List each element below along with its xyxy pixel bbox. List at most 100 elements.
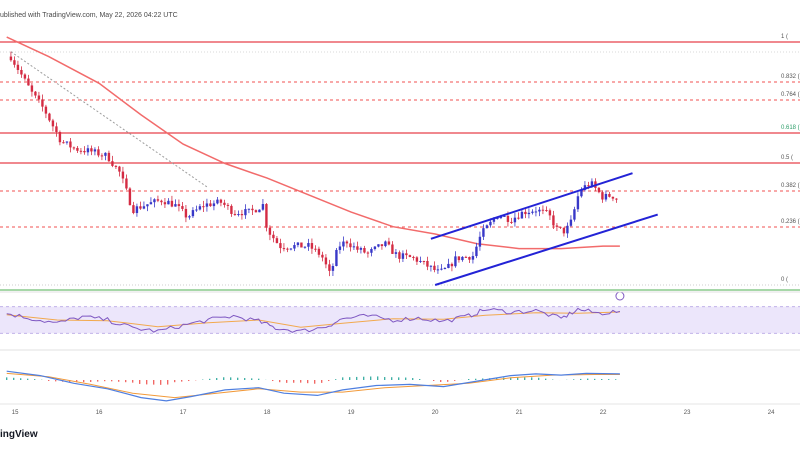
candle-body	[496, 218, 499, 220]
candle-body	[160, 200, 163, 203]
candle-body	[377, 244, 380, 247]
candle-body	[258, 209, 261, 213]
candle-body	[366, 252, 370, 254]
candle-body	[216, 199, 219, 204]
candle-body	[55, 126, 58, 132]
candle-body	[338, 246, 342, 250]
candle-body	[237, 214, 240, 216]
candle-body	[408, 255, 412, 257]
candle-body	[415, 257, 419, 262]
candle-body	[76, 147, 79, 151]
candle-body	[90, 148, 93, 152]
candle-body	[104, 152, 107, 156]
candle-body	[426, 260, 429, 267]
candle-body	[531, 211, 534, 213]
moving-average-line	[6, 36, 620, 250]
candle-body	[597, 187, 601, 193]
candle-body	[121, 171, 125, 179]
macd-histogram	[6, 376, 617, 385]
candle-body	[590, 181, 594, 187]
candle-body	[349, 243, 352, 248]
candle-body	[447, 263, 450, 269]
candle-body	[41, 99, 44, 107]
candle-body	[30, 85, 34, 92]
candle-body	[559, 226, 562, 228]
candle-body	[317, 248, 321, 255]
candle-body	[324, 257, 328, 265]
candle-body	[394, 252, 398, 254]
candle-body	[384, 241, 387, 247]
candle-body	[485, 225, 489, 229]
candle-body	[254, 210, 258, 213]
candle-body	[391, 244, 394, 254]
candle-body	[520, 211, 524, 219]
candle-body	[226, 204, 230, 206]
candle-body	[268, 227, 272, 235]
candle-body	[310, 243, 314, 249]
candle-body	[506, 215, 510, 222]
candle-body	[198, 206, 202, 210]
candle-body	[34, 91, 37, 96]
candle-body	[573, 209, 576, 220]
candle-body	[247, 208, 251, 210]
candle-body	[142, 206, 146, 209]
candle-body	[107, 152, 111, 162]
candle-body	[100, 155, 104, 157]
fib-label-1: 0.832 (	[781, 74, 800, 80]
candle-body	[275, 238, 279, 244]
candle-body	[443, 268, 447, 270]
candle-body	[62, 142, 65, 144]
channel-upper-line	[430, 172, 633, 240]
candle-body	[79, 150, 83, 152]
candle-body	[492, 219, 496, 222]
candle-body	[398, 252, 401, 259]
candle-body	[261, 204, 265, 210]
candle-body	[608, 193, 611, 197]
candle-body	[342, 241, 345, 247]
candle-body	[114, 165, 118, 167]
candle-body	[422, 260, 426, 262]
candle-body	[272, 234, 275, 239]
candle-body	[461, 256, 464, 261]
candle-body	[83, 150, 86, 153]
candle-body	[541, 209, 545, 211]
candle-body	[282, 248, 286, 250]
candle-body	[457, 256, 461, 261]
candle-body	[562, 227, 566, 234]
candle-body	[118, 166, 121, 172]
candle-body	[611, 196, 615, 199]
fib-label-0: 1 (	[781, 34, 788, 40]
candle-body	[86, 148, 90, 153]
macd-signal-line	[6, 372, 620, 399]
candle-body	[429, 265, 433, 267]
x-tick-19: 19	[348, 410, 355, 416]
candle-body	[489, 221, 492, 226]
candle-body	[139, 206, 142, 209]
candle-body	[524, 211, 527, 215]
candle-body	[468, 256, 471, 260]
candle-body	[450, 263, 454, 267]
candle-body	[517, 217, 520, 219]
candle-body	[569, 219, 573, 226]
header-credit: ublished with TradingView.com, May 22, 2…	[0, 12, 178, 19]
candle-body	[191, 210, 195, 217]
candle-body	[230, 205, 233, 214]
candle-body	[177, 204, 181, 207]
candle-body	[401, 253, 405, 259]
x-tick-16: 16	[96, 410, 103, 416]
x-tick-21: 21	[516, 410, 523, 416]
candle-body	[16, 64, 20, 70]
candle-body	[174, 204, 177, 207]
candle-body	[128, 188, 132, 206]
candle-body	[146, 204, 149, 207]
candle-body	[380, 244, 384, 247]
candle-body	[548, 210, 552, 216]
fib-label-5: 0.382 (	[781, 183, 800, 189]
candle-body	[48, 113, 51, 121]
candle-body	[37, 95, 41, 100]
candle-body	[58, 131, 62, 143]
candle-body	[580, 189, 583, 197]
candle-body	[244, 209, 247, 216]
candle-body	[163, 202, 167, 205]
